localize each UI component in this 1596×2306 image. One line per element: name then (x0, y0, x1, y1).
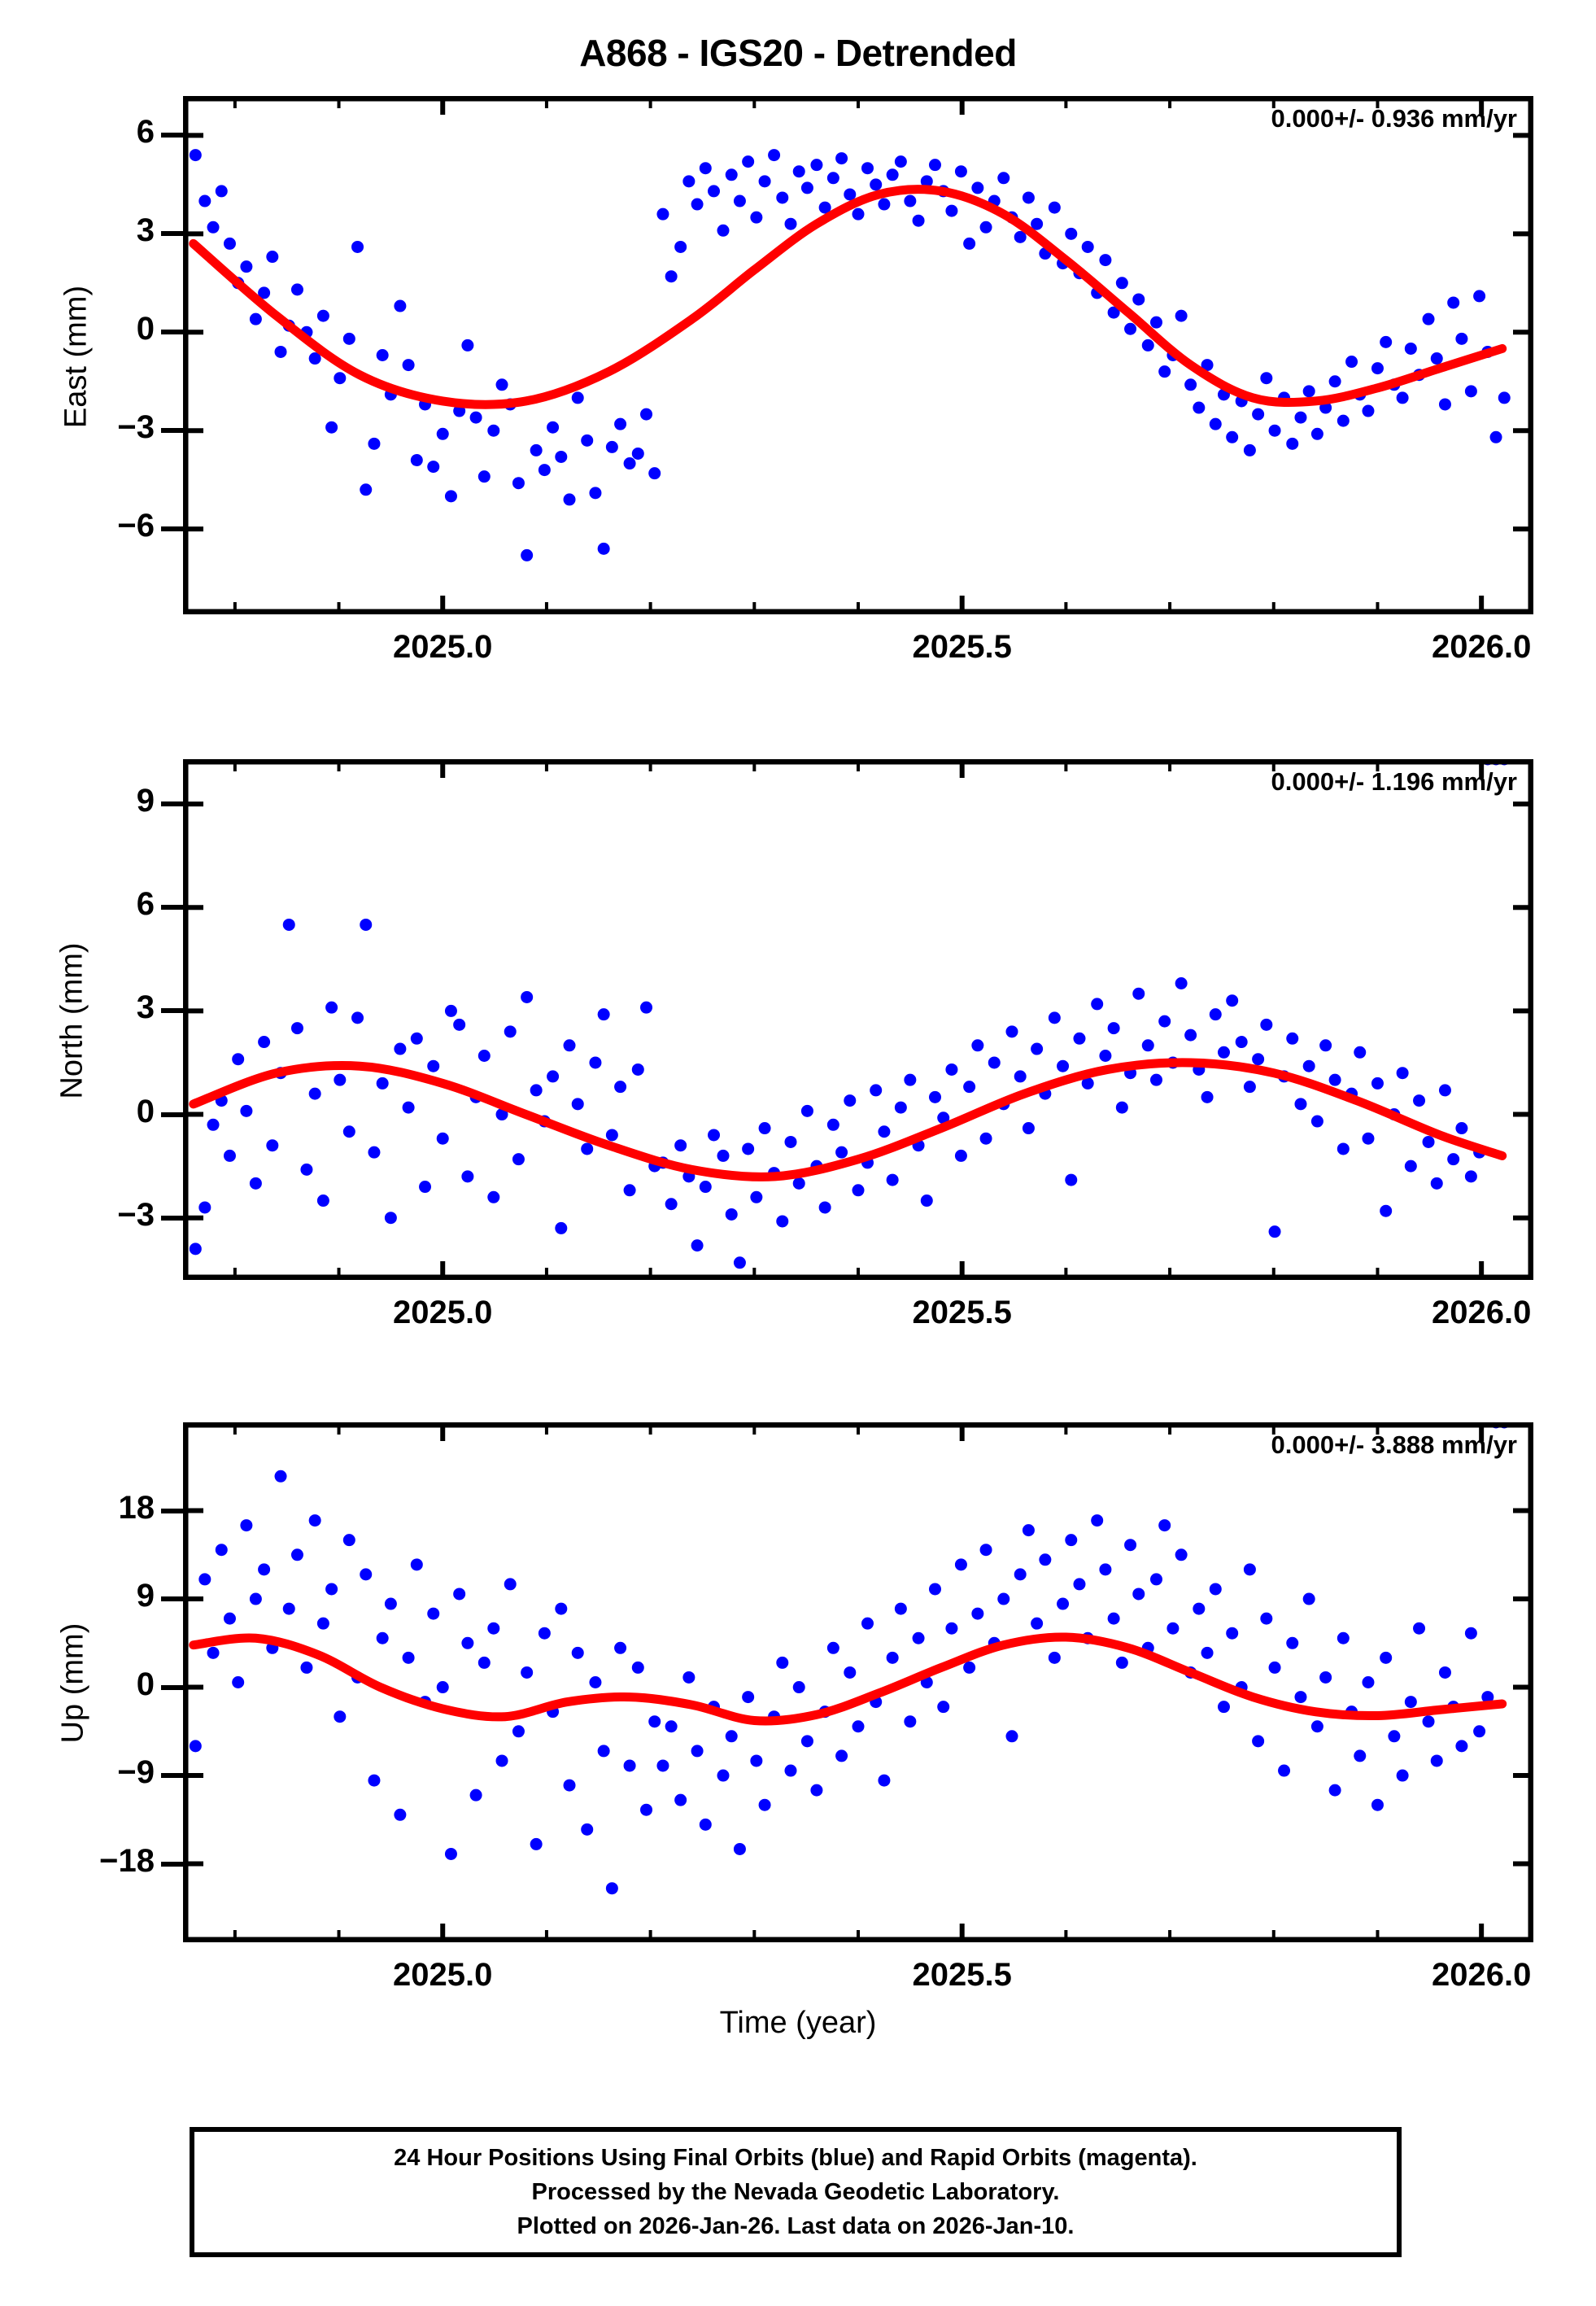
ytick-label-up-4: −18 (99, 1842, 155, 1879)
xtick-label-up-2: 2026.0 (1431, 1957, 1532, 1993)
ytick-mark-north-0 (161, 801, 183, 807)
ytick-mark-up-4 (161, 1861, 183, 1867)
ytick-mark-up-0 (161, 1508, 183, 1513)
fit-curve-up (189, 1632, 1507, 1726)
ytick-mark-east-2 (161, 330, 183, 335)
xtick-label-up-1: 2025.5 (912, 1957, 1012, 1993)
caption-box: 24 Hour Positions Using Final Orbits (bl… (190, 2127, 1402, 2257)
ytick-label-east-1: 3 (136, 212, 155, 249)
ytick-mark-east-3 (161, 428, 183, 434)
xtick-label-north-2: 2026.0 (1431, 1295, 1532, 1330)
ytick-mark-north-3 (161, 1112, 183, 1117)
ytick-mark-east-4 (161, 526, 183, 532)
ytick-mark-up-3 (161, 1773, 183, 1779)
ytick-mark-north-1 (161, 905, 183, 911)
fit-curve-north (189, 1058, 1507, 1181)
ytick-label-up-3: −9 (117, 1754, 155, 1791)
page-title: A868 - IGS20 - Detrended (579, 32, 1017, 74)
chart-up (183, 1422, 1533, 1942)
chart-east (183, 96, 1533, 614)
ytick-mark-north-4 (161, 1215, 183, 1221)
xtick-label-east-2: 2026.0 (1431, 629, 1532, 665)
caption-line-1: 24 Hour Positions Using Final Orbits (bl… (394, 2144, 1197, 2171)
ytick-label-north-1: 6 (136, 886, 155, 923)
ytick-label-north-0: 9 (136, 783, 155, 819)
caption-line-2: Processed by the Nevada Geodetic Laborat… (531, 2178, 1060, 2205)
ytick-label-up-0: 18 (118, 1489, 155, 1526)
xtick-label-east-1: 2025.5 (912, 629, 1012, 665)
xaxis-label: Time (year) (719, 2006, 877, 2040)
caption-line-3: Plotted on 2026-Jan-26. Last data on 202… (517, 2213, 1075, 2240)
x-ticks-north (233, 762, 1485, 1277)
ytick-label-east-0: 6 (136, 114, 155, 151)
y-ticks-up (185, 1508, 1531, 1867)
xtick-label-up-0: 2025.0 (393, 1957, 493, 1993)
ytick-label-north-2: 3 (136, 989, 155, 1026)
ytick-mark-up-1 (161, 1596, 183, 1602)
x-ticks-east (233, 98, 1485, 612)
ytick-mark-east-1 (161, 231, 183, 237)
plot-background (183, 96, 1533, 614)
y-ticks-east (185, 133, 1531, 532)
ytick-label-east-2: 0 (136, 311, 155, 347)
panel-up-rate-label: 0.000+/- 3.888 mm/yr (1271, 1430, 1517, 1459)
ytick-label-up-2: 0 (136, 1666, 155, 1702)
panel-east-rate-label: 0.000+/- 0.936 mm/yr (1271, 104, 1517, 133)
panel-north (183, 759, 1533, 1280)
data-points-north (189, 759, 1511, 1269)
plot-background (183, 1422, 1533, 1942)
ytick-mark-east-0 (161, 133, 183, 138)
y-ticks-north (185, 801, 1531, 1221)
ytick-mark-up-2 (161, 1684, 183, 1690)
chart-north (183, 759, 1533, 1280)
ytick-label-north-4: −3 (117, 1196, 155, 1233)
ytick-label-east-4: −6 (117, 508, 155, 544)
xtick-label-north-0: 2025.0 (393, 1295, 493, 1330)
ytick-mark-north-2 (161, 1008, 183, 1014)
xtick-label-north-1: 2025.5 (912, 1295, 1012, 1330)
ytick-label-up-1: 9 (136, 1578, 155, 1614)
panel-up (183, 1422, 1533, 1942)
ytick-label-east-3: −3 (117, 409, 155, 446)
x-ticks-up (233, 1425, 1485, 1940)
xtick-label-east-0: 2025.0 (393, 629, 493, 665)
plot-background (183, 759, 1533, 1280)
panel-east (183, 96, 1533, 614)
fit-curve-east (189, 185, 1507, 409)
ytick-label-north-3: 0 (136, 1093, 155, 1129)
panel-north-rate-label: 0.000+/- 1.196 mm/yr (1271, 767, 1517, 796)
